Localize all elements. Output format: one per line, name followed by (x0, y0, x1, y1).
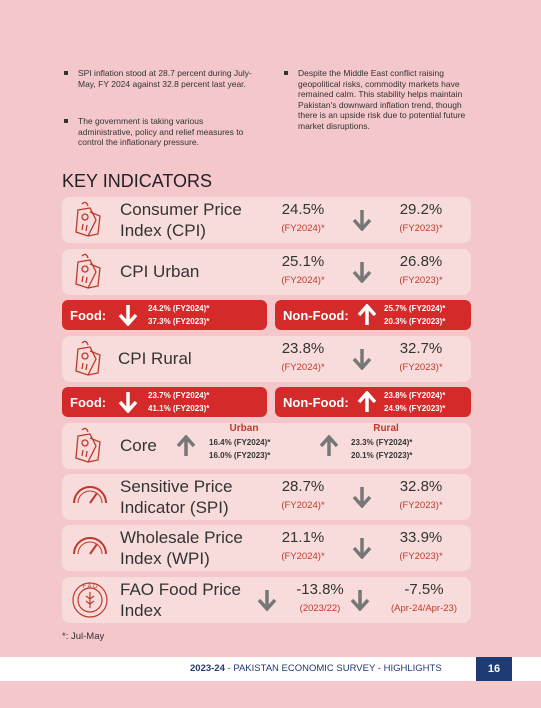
food-box: Food: 23.7% (FY2024)* 41.1% (FY2023)* (62, 387, 267, 417)
breakdown-current: 24.2% (FY2024)* (148, 304, 210, 313)
previous-period: (FY2023)* (399, 551, 443, 562)
up-arrow (176, 434, 196, 462)
indicator-name: Consumer Price Index (CPI) (120, 200, 242, 240)
previous-period: (FY2023)* (399, 500, 443, 511)
footer-band (0, 657, 541, 681)
indicator-name: CPI Urban (120, 262, 200, 281)
down-arrow (352, 348, 372, 375)
icon: F A O (70, 580, 110, 625)
down-arrow (118, 304, 138, 331)
indicator-card: F A O FAO Food Price Index -13.8% (2023/22)… (62, 577, 471, 623)
previous-period: (Apr-24/Apr-23) (391, 603, 457, 614)
breakdown-previous: 41.1% (FY2023)* (148, 404, 210, 413)
food-box: Food: 24.2% (FY2024)* 37.3% (FY2023)* (62, 300, 267, 330)
indicator-card: CPI Rural 23.8% (FY2024)* 32.7% (FY2023)* (62, 336, 471, 382)
down-arrow (257, 589, 277, 616)
current-period: (2023/22) (299, 603, 341, 614)
core-current: 23.3% (FY2024)* (351, 438, 413, 447)
previous-value: 33.9% (399, 529, 443, 546)
svg-text:F A O: F A O (82, 584, 97, 590)
indicator-name: FAO Food Price Index (120, 580, 241, 620)
icon (70, 477, 110, 512)
current-period: (FY2024)* (281, 275, 325, 286)
indicator-card: Sensitive Price Indicator (SPI) 28.7% (FY2… (62, 474, 471, 520)
bullet: The government is taking various adminis… (62, 116, 252, 148)
icon (70, 200, 106, 245)
breakdown-label: Non-Food: (283, 395, 349, 410)
icon (70, 252, 106, 297)
breakdown-current: 23.8% (FY2024)* (384, 391, 446, 400)
indicator-name: CPI Rural (118, 349, 192, 368)
current-value: 24.5% (281, 201, 325, 218)
core-card: Core Urban 16.4% (FY2024)* 16.0% (FY2023)* R… (62, 423, 471, 469)
bullet: Despite the Middle East conflict raising… (282, 68, 472, 131)
current-value: 23.8% (281, 340, 325, 357)
footer-title: - PAKISTAN ECONOMIC SURVEY - HIGHLIGHTS (224, 663, 442, 674)
non-food-box: Non-Food: 25.7% (FY2024)* 20.3% (FY2023)* (275, 300, 471, 330)
down-arrow (352, 209, 372, 236)
down-arrow (352, 261, 372, 288)
previous-period: (FY2023)* (399, 362, 443, 373)
up-arrow (319, 434, 339, 462)
previous-value: 32.8% (399, 478, 443, 495)
current-value: 28.7% (281, 478, 325, 495)
current-period: (FY2024)* (281, 362, 325, 373)
previous-value: 26.8% (399, 253, 443, 270)
previous-period: (FY2023)* (399, 223, 443, 234)
footnote: *: Jul-May (62, 631, 105, 642)
breakdown-label: Food: (70, 395, 107, 410)
down-arrow (350, 589, 370, 616)
core-heading: Rural (373, 423, 399, 434)
previous-value: -7.5% (404, 581, 444, 598)
core-previous: 20.1% (FY2023)* (351, 451, 413, 460)
page-number: 16 (476, 657, 512, 681)
current-period: (FY2024)* (281, 551, 325, 562)
indicator-name: Wholesale Price Index (WPI) (120, 528, 243, 568)
current-period: (FY2024)* (281, 500, 325, 511)
indicator-card: CPI Urban 25.1% (FY2024)* 26.8% (FY2023)* (62, 249, 471, 295)
previous-value: 29.2% (399, 201, 443, 218)
previous-value: 32.7% (399, 340, 443, 357)
breakdown-current: 25.7% (FY2024)* (384, 304, 446, 313)
previous-period: (FY2023)* (399, 275, 443, 286)
core-previous: 16.0% (FY2023)* (209, 451, 271, 460)
icon (70, 426, 106, 471)
current-value: 21.1% (281, 529, 325, 546)
breakdown-label: Non-Food: (283, 308, 349, 323)
breakdown-previous: 24.9% (FY2023)* (384, 404, 446, 413)
current-value: 25.1% (281, 253, 325, 270)
core-name: Core (120, 436, 157, 455)
section-title: KEY INDICATORS (62, 171, 213, 191)
footer-text: 2023-24 - PAKISTAN ECONOMIC SURVEY - HIG… (190, 663, 442, 674)
breakdown-label: Food: (70, 308, 107, 323)
bullet: SPI inflation stood at 28.7 percent duri… (62, 68, 252, 89)
indicator-name: Sensitive Price Indicator (SPI) (120, 477, 233, 517)
icon (70, 528, 110, 563)
down-arrow (118, 391, 138, 418)
non-food-box: Non-Food: 23.8% (FY2024)* 24.9% (FY2023)* (275, 387, 471, 417)
current-period: (FY2024)* (281, 223, 325, 234)
up-arrow (357, 390, 377, 418)
down-arrow (352, 486, 372, 513)
core-heading: Urban (229, 423, 259, 434)
breakdown-current: 23.7% (FY2024)* (148, 391, 210, 400)
core-current: 16.4% (FY2024)* (209, 438, 271, 447)
indicator-card: Wholesale Price Index (WPI) 21.1% (FY2024)… (62, 525, 471, 571)
icon (70, 339, 106, 384)
current-value: -13.8% (296, 581, 344, 598)
breakdown-previous: 37.3% (FY2023)* (148, 317, 210, 326)
indicator-card: Consumer Price Index (CPI) 24.5% (FY2024)*… (62, 197, 471, 243)
footer-year: 2023-24 (190, 663, 225, 674)
up-arrow (357, 303, 377, 331)
breakdown-previous: 20.3% (FY2023)* (384, 317, 446, 326)
down-arrow (352, 537, 372, 564)
